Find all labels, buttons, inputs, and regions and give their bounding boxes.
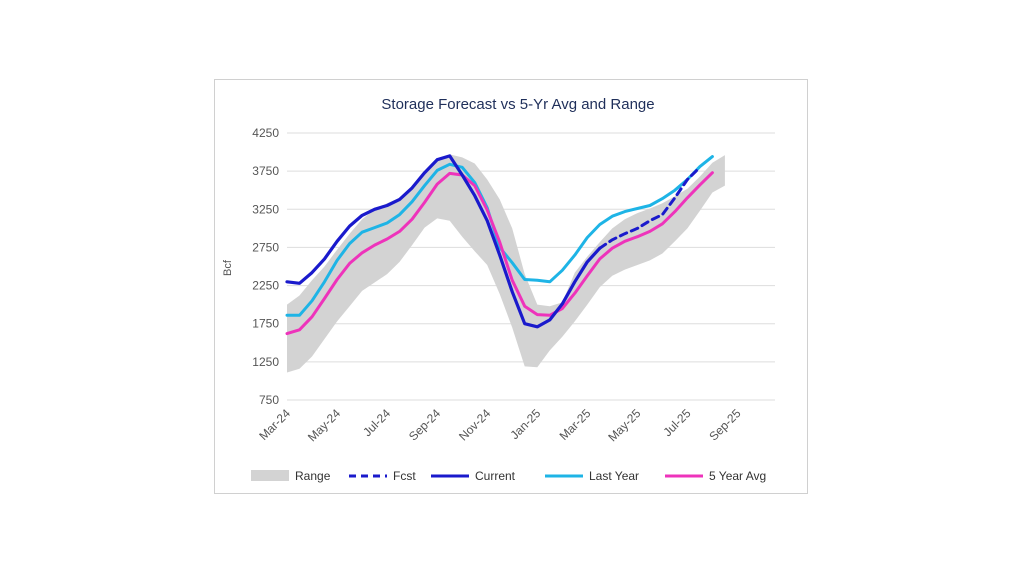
y-tick-labels: 4250 3750 3250 2750 2250 1750 1250 750 [252,126,279,407]
y-tick-label: 3750 [252,164,279,178]
legend-label: Fcst [393,469,416,483]
x-tick-label: Nov-24 [456,406,493,443]
x-tick-label: Jan-25 [508,406,544,442]
chart-svg: Storage Forecast vs 5-Yr Avg and Range B… [222,96,775,483]
y-tick-label: 2750 [252,240,279,254]
y-axis-label: Bcf [222,259,234,276]
legend-range: Range [251,469,331,483]
chart-frame: Storage Forecast vs 5-Yr Avg and Range B… [214,79,808,494]
x-tick-label: May-25 [605,406,643,444]
legend-label: Last Year [589,469,639,483]
x-tick-label: Jul-24 [360,406,393,439]
series-line-current [285,154,602,329]
x-tick-label: Jul-25 [661,406,694,439]
y-tick-label: 750 [259,393,279,407]
y-tick-label: 1250 [252,355,279,369]
x-tick-label: Mar-25 [557,406,594,443]
series-line-fcst [598,165,702,250]
x-tick-label: May-24 [305,406,343,444]
y-tick-label: 4250 [252,126,279,140]
legend-current: Current [431,469,516,483]
legend-last-year: Last Year [545,469,639,483]
legend: Range Fcst Current Last Year 5 Year Avg [251,469,766,483]
series-line-last-year [285,155,714,317]
y-tick-label: 2250 [252,279,279,293]
series-line-5-year-avg [285,171,714,336]
legend-label: Range [295,469,331,483]
series-layer [285,154,725,373]
y-tick-label: 1750 [252,317,279,331]
legend-label: 5 Year Avg [709,469,766,483]
legend-5-year-avg: 5 Year Avg [665,469,766,483]
x-tick-label: Sep-25 [706,406,743,443]
x-tick-label: Mar-24 [256,406,293,443]
x-tick-labels: Mar-24 May-24 Jul-24 Sep-24 Nov-24 Jan-25 Mar-… [256,406,743,444]
chart-title: Storage Forecast vs 5-Yr Avg and Range [381,96,654,113]
legend-label: Current [475,469,516,483]
legend-fcst: Fcst [349,469,416,483]
x-tick-label: Sep-24 [406,406,443,443]
legend-swatch-range [251,470,289,481]
y-tick-label: 3250 [252,202,279,216]
